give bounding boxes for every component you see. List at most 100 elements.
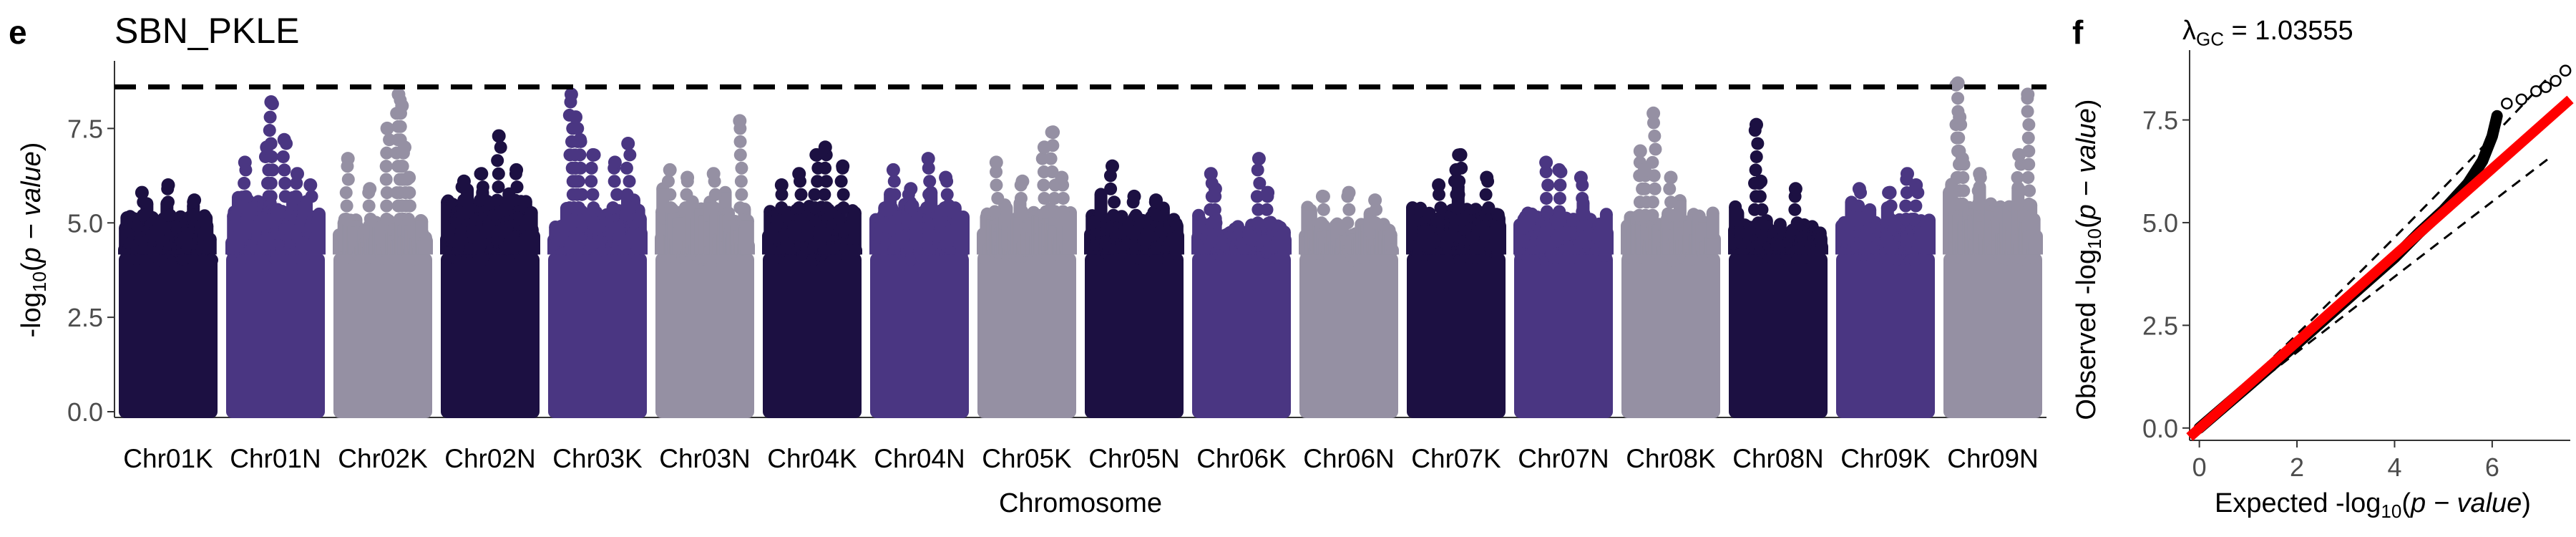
manhattan-point-block — [1729, 253, 1828, 418]
manhattan-point — [362, 199, 376, 213]
manhattan-point — [1553, 205, 1566, 218]
manhattan-point — [1541, 178, 1555, 192]
manhattan-point — [1883, 212, 1897, 226]
manhattan-point — [339, 186, 353, 200]
manhattan-y-tick-label: 5.0 — [67, 208, 103, 238]
manhattan-point — [1342, 203, 1356, 216]
manhattan-point — [1649, 142, 1662, 156]
manhattan-point — [664, 201, 678, 215]
manhattan-point — [239, 190, 253, 203]
manhattan-point — [1646, 195, 1659, 209]
manhattan-point — [572, 175, 585, 188]
manhattan-point-column — [1815, 246, 1828, 255]
manhattan-peak-point — [1315, 189, 1330, 203]
manhattan-point-column — [1923, 220, 1936, 255]
manhattan-point — [586, 188, 600, 201]
manhattan-point — [305, 190, 318, 203]
manhattan-point — [922, 188, 936, 201]
manhattan-point-column — [1279, 239, 1292, 255]
manhattan-peak-point — [398, 140, 411, 155]
manhattan-point — [278, 163, 291, 177]
manhattan-point — [1646, 208, 1659, 222]
manhattan-point — [708, 188, 722, 201]
manhattan-point — [1369, 216, 1382, 230]
manhattan-point — [1751, 137, 1765, 150]
manhattan-point — [380, 146, 394, 160]
manhattan-peak-point — [1432, 178, 1446, 193]
manhattan-chrom-Chr06K — [1191, 152, 1292, 418]
qq-y-axis-title: Observed -log10(p − value) — [2072, 99, 2105, 420]
manhattan-y-tick-label: 0.0 — [67, 397, 103, 427]
manhattan-point-block — [226, 253, 325, 418]
manhattan-point — [1957, 184, 1971, 198]
manhattan-point — [808, 188, 821, 201]
manhattan-point — [1790, 216, 1804, 230]
manhattan-peak-point — [1953, 110, 1967, 125]
manhattan-point — [187, 208, 200, 222]
manhattan-point — [136, 208, 150, 222]
manhattan-point — [264, 176, 278, 190]
manhattan-x-tick-label: Chr01N — [230, 444, 321, 473]
manhattan-x-tick-label: Chr07N — [1518, 444, 1609, 473]
manhattan-point-column — [1064, 213, 1077, 255]
manhattan-point — [1479, 188, 1493, 201]
qq-tail-point — [2501, 97, 2513, 110]
manhattan-point — [1015, 205, 1029, 218]
manhattan-point — [403, 186, 416, 200]
manhattan-point — [492, 180, 505, 194]
manhattan-chrom-Chr09K — [1835, 167, 1936, 418]
manhattan-point — [1648, 182, 1662, 195]
manhattan-point — [2022, 118, 2036, 132]
manhattan-point — [678, 201, 692, 215]
qq-x-tick-label: 2 — [2290, 453, 2304, 482]
manhattan-peak-point — [836, 159, 850, 173]
manhattan-peak-point — [380, 121, 394, 135]
manhattan-point — [571, 122, 585, 135]
manhattan-peak-point — [586, 147, 600, 162]
manhattan-point — [289, 190, 303, 203]
manhattan-point — [2022, 158, 2036, 171]
manhattan-point — [606, 201, 620, 215]
manhattan-point — [1753, 190, 1767, 203]
manhattan-point-column — [957, 216, 970, 255]
manhattan-point — [265, 150, 278, 163]
manhattan-point — [1208, 203, 1221, 216]
qq-x-tick-label: 0 — [2192, 453, 2207, 482]
manhattan-point — [1540, 205, 1553, 218]
manhattan-peak-point — [1552, 163, 1566, 177]
manhattan-peak-point — [1955, 152, 1969, 166]
manhattan-point — [819, 175, 833, 188]
manhattan-point — [238, 176, 251, 190]
manhattan-x-tick-label: Chr08K — [1626, 444, 1716, 473]
manhattan-point — [1037, 178, 1050, 192]
manhattan-point — [1755, 203, 1769, 216]
manhattan-peak-point — [1046, 125, 1060, 140]
manhattan-point — [585, 161, 598, 175]
manhattan-point — [734, 175, 748, 188]
manhattan-peak-point — [774, 178, 789, 193]
manhattan-point — [1452, 201, 1465, 215]
manhattan-point — [1056, 205, 1070, 218]
manhattan-peak-point — [573, 132, 587, 147]
manhattan-point — [1971, 184, 1985, 198]
lambda-symbol: λ — [2182, 16, 2196, 46]
manhattan-peak-point — [161, 178, 175, 193]
manhattan-point — [1314, 216, 1328, 230]
manhattan-point — [1251, 163, 1264, 177]
manhattan-chrom-Chr09N — [1943, 76, 2043, 418]
manhattan-point — [714, 252, 728, 266]
manhattan-point-block — [763, 253, 862, 418]
manhattan-point — [1755, 216, 1768, 230]
manhattan-point — [1553, 178, 1567, 192]
manhattan-peak-point — [402, 170, 416, 185]
manhattan-point — [820, 201, 834, 215]
manhattan-point — [1107, 208, 1121, 222]
manhattan-chrom-Chr05K — [977, 125, 1077, 418]
manhattan-point — [573, 148, 587, 162]
manhattan-point-block — [655, 253, 754, 418]
manhattan-chrom-Chr03K — [547, 87, 648, 418]
manhattan-point — [1455, 161, 1468, 175]
manhattan-peak-point — [1204, 167, 1218, 181]
manhattan-peak-point — [1973, 167, 1987, 181]
manhattan-point — [1749, 163, 1762, 177]
